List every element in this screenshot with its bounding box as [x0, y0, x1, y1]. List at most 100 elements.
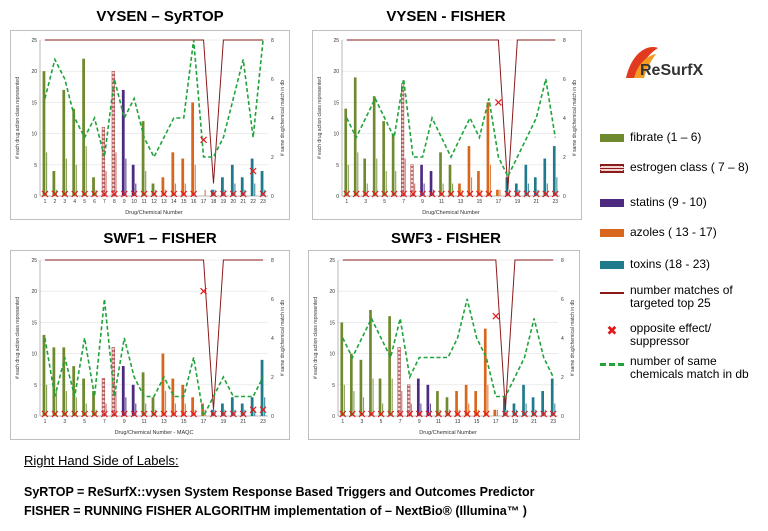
- opposite-marker: [120, 410, 128, 418]
- bar: [525, 403, 527, 416]
- bar: [404, 158, 406, 196]
- y2-tick-label: 0: [561, 414, 564, 420]
- opposite-marker: [239, 410, 247, 418]
- y-axis-label: # each drug action class represented: [15, 77, 21, 159]
- x-tick-label: 13: [455, 419, 461, 425]
- bar: [82, 378, 85, 416]
- x-tick-label: 2: [53, 199, 56, 205]
- x-tick-label: 5: [383, 199, 386, 205]
- bar: [515, 183, 518, 196]
- opposite-marker: [400, 190, 408, 198]
- bar: [486, 102, 490, 196]
- chart-swf3-fisher: 0 5 10 15 20 25 0 2 4 6 8 1 3 5 7 9 11 13 15 17 19 21 23 Drug/C…: [308, 250, 580, 440]
- y-tick-label: 25: [31, 38, 37, 44]
- bar: [65, 391, 67, 416]
- opposite-marker: [476, 190, 483, 198]
- bar: [397, 347, 401, 417]
- opposite-marker: [530, 410, 538, 418]
- opposite-marker: [101, 410, 108, 418]
- opposite-marker: [425, 410, 433, 418]
- x-tick-label: 8: [113, 199, 116, 205]
- opposite-marker: [551, 190, 559, 198]
- y-tick-label: 25: [329, 258, 335, 264]
- panel-title-swf1-fisher: SWF1 – FISHER: [103, 230, 217, 247]
- series-line-top25: [44, 259, 264, 410]
- x-tick-label: 9: [123, 199, 126, 205]
- x-tick-label: 23: [260, 419, 266, 425]
- y2-axis-label: # same drug/chemical match in db: [280, 300, 286, 376]
- y-tick-label: 0: [336, 194, 339, 200]
- bar: [121, 366, 125, 416]
- bar: [234, 183, 236, 196]
- bar: [468, 403, 470, 416]
- opposite-marker: [130, 410, 138, 418]
- x-tick-label: 11: [141, 419, 146, 425]
- x-tick-label: 19: [221, 419, 227, 425]
- bar: [543, 158, 547, 196]
- bar: [496, 409, 498, 416]
- x-tick-label: 22: [250, 199, 256, 205]
- legend-label: number matches of targeted top 25: [630, 283, 733, 310]
- bar: [194, 164, 196, 196]
- x-tick-label: 4: [73, 199, 76, 205]
- bar: [353, 391, 355, 416]
- opposite-marker: [170, 410, 178, 418]
- opposite-marker: [210, 190, 217, 198]
- resurfx-logo: [622, 42, 742, 82]
- y-tick-label: 5: [34, 383, 37, 389]
- bar: [455, 391, 458, 416]
- bar: [111, 71, 115, 197]
- bar: [429, 403, 432, 416]
- bar: [391, 378, 393, 416]
- bar: [388, 316, 391, 416]
- opposite-marker: [549, 410, 557, 418]
- bar: [410, 403, 412, 416]
- bar: [347, 164, 349, 196]
- opposite-marker: [532, 190, 540, 198]
- opposite-marker: [259, 406, 267, 414]
- bar: [101, 127, 106, 197]
- opposite-marker: [540, 410, 548, 418]
- opposite-marker: [466, 190, 474, 198]
- bar: [429, 171, 433, 196]
- bar: [250, 397, 254, 416]
- y2-tick-label: 8: [563, 38, 566, 44]
- opposite-marker: [229, 190, 237, 198]
- opposite-marker: [381, 190, 389, 198]
- y-tick-label: 20: [31, 69, 37, 75]
- opposite-marker: [170, 190, 178, 198]
- x-tick-label: 9: [418, 419, 421, 425]
- legend-swatch: [600, 292, 624, 294]
- opposite-marker: [371, 190, 379, 198]
- bar: [115, 152, 117, 196]
- opposite-marker: [219, 190, 227, 198]
- x-tick-label: 23: [260, 199, 266, 205]
- bar: [470, 177, 473, 196]
- bar: [151, 397, 155, 416]
- series-line-same-in-db: [346, 78, 557, 179]
- chart-vysen-syrtop: 0 5 10 15 20 25 0 2 4 6 8 1 2 3 4 5 6 7 8 9 10 11 12 13 14 15 16 17…: [10, 30, 290, 220]
- bar: [414, 183, 416, 196]
- bar: [512, 403, 516, 416]
- bar: [161, 353, 165, 416]
- opposite-marker: [419, 190, 426, 198]
- y2-tick-label: 0: [271, 194, 274, 200]
- bar: [52, 171, 56, 196]
- bar: [201, 403, 204, 416]
- bar: [362, 397, 365, 416]
- bar: [458, 183, 461, 196]
- bar: [503, 397, 506, 416]
- y2-tick-label: 2: [271, 155, 274, 161]
- opposite-marker: [71, 410, 79, 418]
- x-axis-label: Drug/Chemical Number: [125, 210, 183, 216]
- x-tick-label: 12: [151, 199, 157, 205]
- bar: [141, 121, 145, 196]
- bar: [191, 397, 195, 416]
- y-axis-label: # each drug action class represented: [15, 297, 21, 379]
- bar: [464, 384, 468, 416]
- legend-swatch: [600, 134, 624, 142]
- bar: [181, 384, 185, 416]
- bar: [420, 403, 422, 416]
- bar: [174, 183, 177, 196]
- chart-vysen-fisher: 0 5 10 15 20 25 0 2 4 6 8 1 3 5 7 9 11 13 15 17 19 21 23 Drug/C…: [312, 30, 582, 220]
